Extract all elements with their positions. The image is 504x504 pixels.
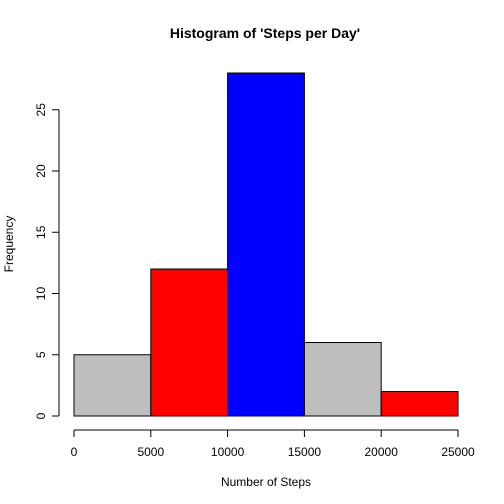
x-tick-label-0: 0	[71, 445, 78, 459]
y-tick-label-2: 10	[34, 287, 48, 301]
y-tick-label-5: 25	[34, 103, 48, 117]
histogram-bar-0	[73, 354, 152, 417]
histogram-bar-3	[303, 342, 382, 417]
x-tick-label-4: 20000	[365, 445, 399, 459]
y-tick-label-1: 5	[34, 351, 48, 358]
x-tick-label-5: 25000	[441, 445, 475, 459]
y-tick-label-0: 0	[34, 412, 48, 419]
y-axis: 0 5 10 15 20 25	[34, 103, 60, 419]
x-axis-title: Number of Steps	[221, 475, 311, 489]
x-axis: 0 5000 10000 15000 20000 25000	[71, 429, 475, 459]
bars-layer	[73, 72, 459, 417]
x-tick-label-2: 10000	[211, 445, 245, 459]
x-tick-label-1: 5000	[137, 445, 164, 459]
chart-title: Histogram of 'Steps per Day'	[170, 25, 360, 41]
histogram-bar-4	[380, 391, 459, 417]
x-tick-label-3: 15000	[288, 445, 322, 459]
y-tick-label-4: 20	[34, 164, 48, 178]
histogram-bar-1	[150, 268, 229, 417]
histogram-bar-2	[227, 72, 305, 417]
y-axis-title: Frequency	[2, 216, 16, 273]
y-tick-label-3: 15	[34, 225, 48, 239]
